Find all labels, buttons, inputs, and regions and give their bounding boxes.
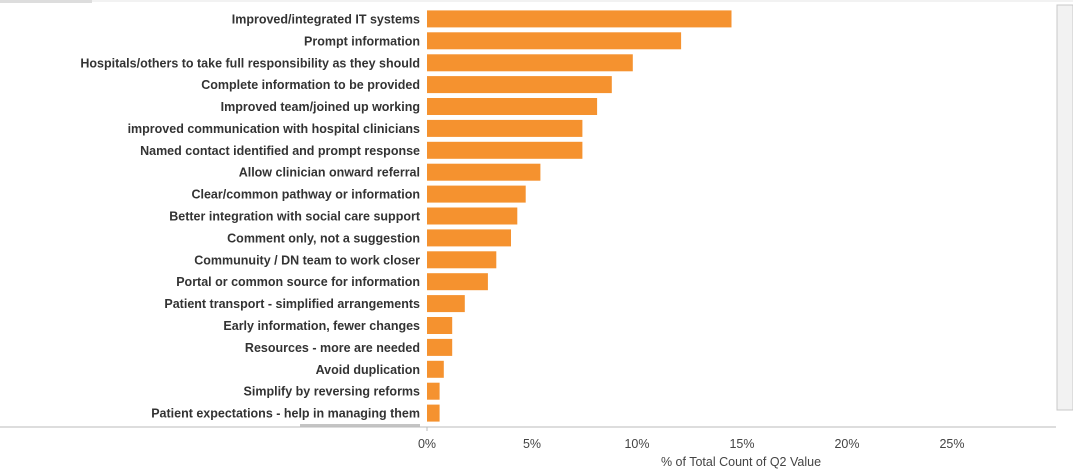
category-label-9: Clear/common pathway or information bbox=[191, 188, 420, 202]
vertical-scrollbar[interactable] bbox=[1057, 5, 1073, 410]
bar-10[interactable] bbox=[427, 208, 517, 225]
bar-6[interactable] bbox=[427, 120, 582, 137]
category-label-12: Communuity / DN team to work closer bbox=[194, 253, 420, 267]
x-tick-label-5: 20% bbox=[834, 437, 859, 451]
header-tab-edge bbox=[0, 0, 92, 3]
category-label-1: Improved/integrated IT systems bbox=[232, 12, 420, 26]
category-label-13: Portal or common source for information bbox=[176, 275, 420, 289]
category-label-6: improved communication with hospital cli… bbox=[128, 122, 420, 136]
category-label-8: Allow clinician onward referral bbox=[239, 166, 420, 180]
bar-5[interactable] bbox=[427, 98, 597, 115]
bar-17[interactable] bbox=[427, 361, 444, 378]
x-tick-label-1: 0% bbox=[418, 437, 436, 451]
scrollbar-track[interactable] bbox=[1057, 5, 1073, 410]
bar-4[interactable] bbox=[427, 76, 612, 93]
category-label-17: Avoid duplication bbox=[316, 363, 420, 377]
category-label-7: Named contact identified and prompt resp… bbox=[140, 144, 420, 158]
bar-1[interactable] bbox=[427, 10, 732, 27]
bar-3[interactable] bbox=[427, 54, 633, 71]
bar-9[interactable] bbox=[427, 186, 526, 203]
bar-12[interactable] bbox=[427, 251, 496, 268]
bar-13[interactable] bbox=[427, 273, 488, 290]
x-tick-label-3: 10% bbox=[624, 437, 649, 451]
category-label-18: Simplify by reversing reforms bbox=[244, 385, 421, 399]
category-label-5: Improved team/joined up working bbox=[221, 100, 420, 114]
category-label-19: Patient expectations - help in managing … bbox=[151, 407, 420, 421]
category-label-4: Complete information to be provided bbox=[201, 78, 420, 92]
bar-19[interactable] bbox=[427, 405, 440, 422]
x-tick-label-4: 15% bbox=[729, 437, 754, 451]
bars-layer bbox=[0, 10, 1060, 470]
bar-11[interactable] bbox=[427, 229, 511, 246]
x-axis-title: % of Total Count of Q2 Value bbox=[661, 455, 821, 469]
bar-16[interactable] bbox=[427, 339, 452, 356]
bar-2[interactable] bbox=[427, 32, 681, 49]
x-tick-label-6: 25% bbox=[939, 437, 964, 451]
category-label-16: Resources - more are needed bbox=[245, 341, 420, 355]
category-label-3: Hospitals/others to take full responsibi… bbox=[80, 56, 420, 70]
category-label-11: Comment only, not a suggestion bbox=[227, 231, 420, 245]
bar-7[interactable] bbox=[427, 142, 582, 159]
category-labels: Improved/integrated IT systems Prompt inf… bbox=[80, 12, 420, 427]
category-label-10: Better integration with social care supp… bbox=[169, 210, 421, 224]
bar-8[interactable] bbox=[427, 164, 540, 181]
category-label-14: Patient transport - simplified arrangeme… bbox=[164, 297, 420, 311]
category-label-15: Early information, fewer changes bbox=[223, 319, 420, 333]
x-tick-label-2: 5% bbox=[523, 437, 541, 451]
bar-18[interactable] bbox=[427, 383, 440, 400]
bar-14[interactable] bbox=[427, 295, 465, 312]
chart-header-edge bbox=[0, 0, 1073, 3]
category-label-2: Prompt information bbox=[304, 34, 420, 48]
bar-15[interactable] bbox=[427, 317, 452, 334]
